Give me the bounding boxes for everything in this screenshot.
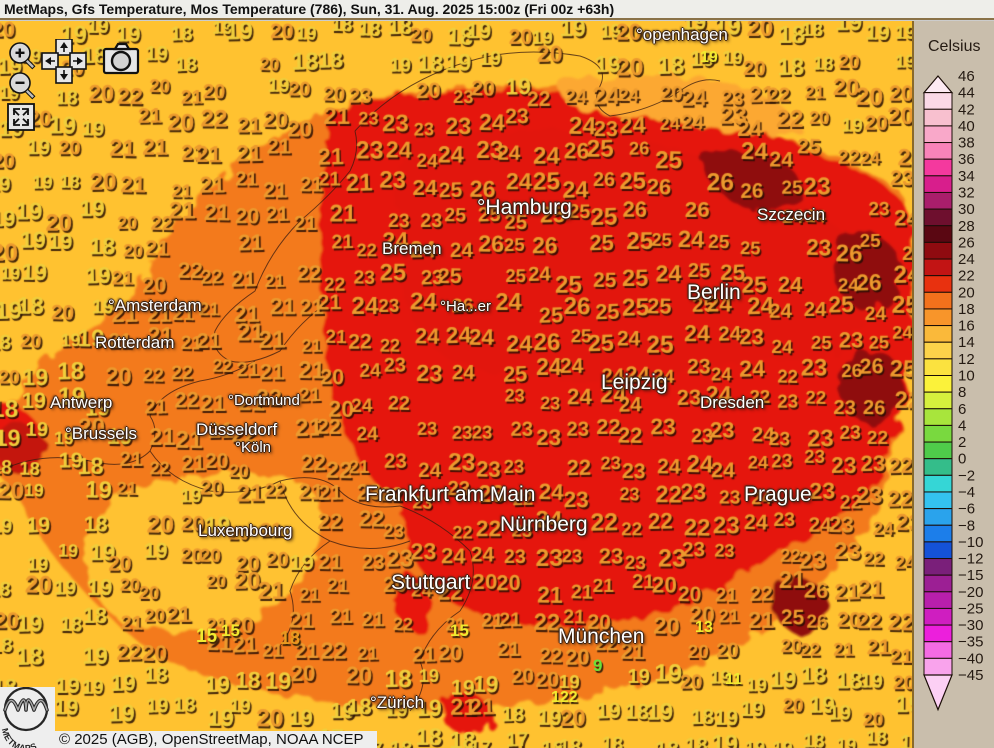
svg-text:40: 40 [958,118,975,135]
svg-text:34: 34 [958,168,975,185]
svg-text:22: 22 [958,268,975,285]
svg-text:−10: −10 [958,534,983,551]
svg-text:26: 26 [958,234,975,251]
svg-text:12: 12 [958,351,975,368]
svg-text:0: 0 [958,451,966,468]
svg-text:44: 44 [958,85,975,102]
svg-text:28: 28 [958,218,975,235]
svg-text:−25: −25 [958,600,983,617]
svg-text:METMAPS: METMAPS [0,727,38,748]
svg-text:38: 38 [958,135,975,152]
svg-text:−8: −8 [958,517,975,534]
svg-text:−15: −15 [958,567,983,584]
svg-text:−12: −12 [958,551,983,568]
svg-text:8: 8 [958,384,966,401]
svg-text:−35: −35 [958,634,983,651]
svg-text:4: 4 [958,417,966,434]
svg-text:−45: −45 [958,667,983,684]
svg-text:6: 6 [958,401,966,418]
svg-text:36: 36 [958,151,975,168]
svg-text:32: 32 [958,184,975,201]
svg-text:24: 24 [958,251,975,268]
svg-text:−4: −4 [958,484,975,501]
svg-text:−20: −20 [958,584,983,601]
svg-text:42: 42 [958,101,975,118]
svg-text:46: 46 [958,68,975,85]
svg-text:20: 20 [958,284,975,301]
svg-text:30: 30 [958,201,975,218]
svg-text:10: 10 [958,368,975,385]
svg-text:−40: −40 [958,650,983,667]
svg-text:16: 16 [958,318,975,335]
svg-text:2: 2 [958,434,966,451]
svg-text:−6: −6 [958,501,975,518]
svg-text:−30: −30 [958,617,983,634]
svg-text:14: 14 [958,334,975,351]
svg-text:−2: −2 [958,467,975,484]
svg-text:18: 18 [958,301,975,318]
